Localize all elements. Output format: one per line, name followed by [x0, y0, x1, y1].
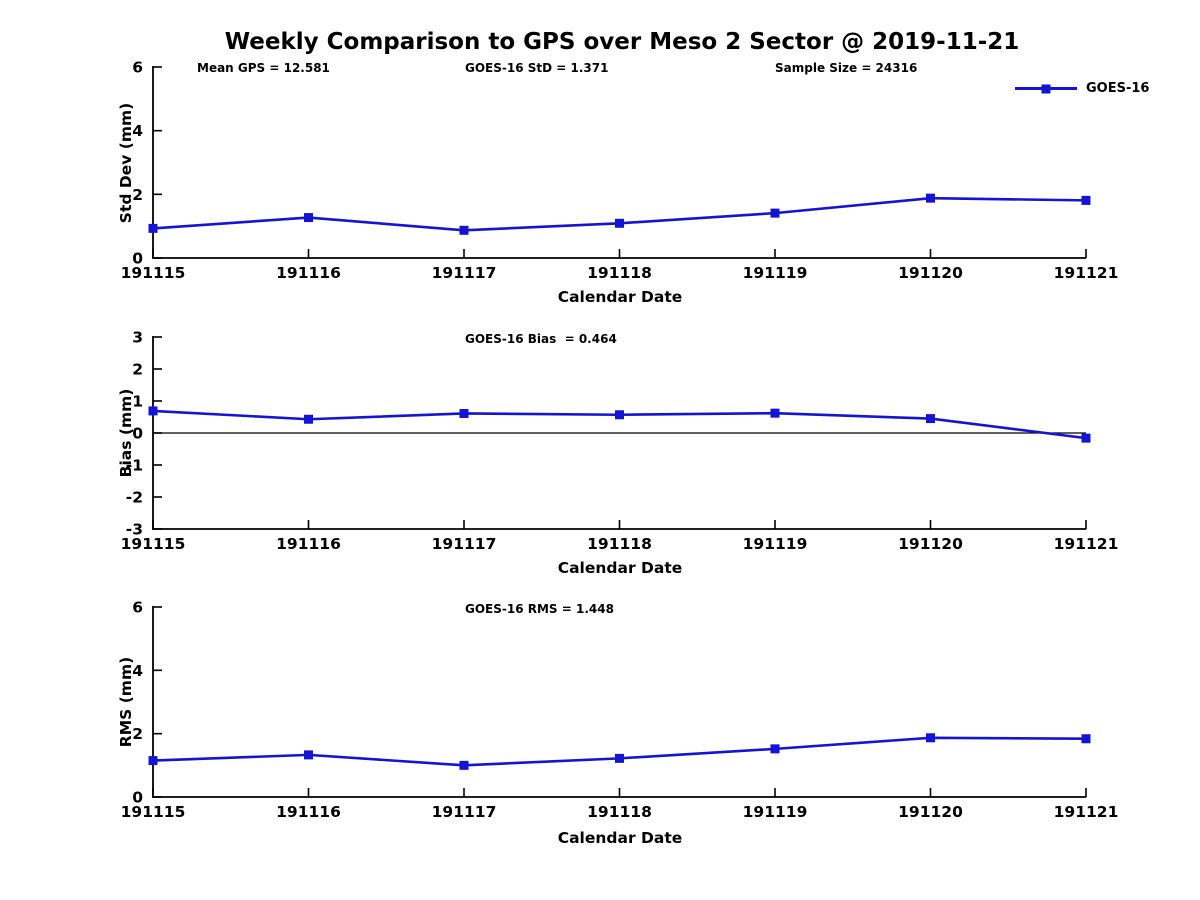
- data-point-marker: [148, 406, 158, 416]
- xlabel-calendar-date-top: Calendar Date: [557, 288, 683, 306]
- y-tick-label: -1: [126, 457, 143, 475]
- subplot-std-dev-vs-date: 0 2 4 6 191115 191116 191117 191118 191119 191120…: [121, 59, 1119, 283]
- x-tick-label: 191119: [743, 535, 808, 553]
- x-tick-label: 191121: [1054, 535, 1119, 553]
- x-tick-label: 191116: [276, 264, 341, 282]
- data-point-marker: [148, 756, 158, 766]
- data-point-marker: [459, 760, 469, 770]
- data-point-marker: [615, 218, 624, 228]
- data-point-marker: [926, 193, 935, 203]
- y-tick-label: 0: [132, 250, 143, 268]
- y-tick-label: 0: [132, 425, 143, 443]
- annotation-goes16-bias: GOES-16 Bias = 0.464: [465, 332, 617, 346]
- y-tick-label: 2: [132, 725, 143, 743]
- x-tick-label: 191115: [121, 535, 186, 553]
- data-point-marker: [304, 750, 313, 760]
- x-tick-label: 191121: [1054, 803, 1119, 821]
- x-tick-label: 191117: [432, 535, 497, 553]
- data-point-marker: [926, 414, 935, 424]
- x-tick-label: 191115: [121, 264, 186, 282]
- subplot-rms-vs-date: 0 2 4 6 191115 191116 191117 191118 191119 191120…: [121, 599, 1119, 822]
- data-point-marker: [615, 753, 624, 763]
- x-tick-label: 191117: [432, 803, 497, 821]
- x-tick-label: 191117: [432, 264, 497, 282]
- legend-line-sample: [1015, 84, 1077, 93]
- data-point-marker: [304, 414, 313, 424]
- data-point-marker: [1081, 734, 1091, 744]
- x-tick-label: 191116: [276, 535, 341, 553]
- y-tick-label: -3: [126, 521, 143, 539]
- data-point-marker: [459, 408, 469, 418]
- x-tick-label: 191118: [587, 264, 652, 282]
- x-tick-label: 191120: [898, 535, 963, 553]
- legend-square-marker-icon: [1041, 84, 1051, 93]
- annotation-goes16-std: GOES-16 StD = 1.371: [465, 61, 609, 75]
- x-tick-label: 191119: [743, 264, 808, 282]
- y-tick-label: -2: [126, 489, 143, 507]
- annotation-mean-gps: Mean GPS = 12.581: [197, 61, 330, 75]
- x-tick-label: 191121: [1054, 264, 1119, 282]
- data-point-marker: [770, 208, 780, 218]
- data-point-marker: [148, 223, 158, 233]
- legend: GOES-16: [1015, 81, 1149, 96]
- y-tick-label: 3: [132, 329, 143, 347]
- data-point-marker: [1081, 195, 1091, 205]
- x-tick-label: 191120: [898, 803, 963, 821]
- x-tick-label: 191118: [587, 803, 652, 821]
- data-point-marker: [926, 733, 935, 743]
- y-tick-label: 6: [132, 599, 143, 617]
- y-tick-label: 2: [132, 186, 143, 204]
- y-tick-label: 0: [132, 789, 143, 807]
- data-point-marker: [459, 225, 469, 235]
- data-point-marker: [304, 213, 313, 223]
- subplot-bias-vs-date: -3 -2 -1 0 1 2 3 191115 191116 191117 191118 191119…: [121, 329, 1119, 554]
- x-tick-label: 191119: [743, 803, 808, 821]
- x-tick-label: 191120: [898, 264, 963, 282]
- xlabel-calendar-date-middle: Calendar Date: [557, 559, 683, 577]
- y-tick-label: 6: [132, 59, 143, 77]
- annotation-goes16-rms: GOES-16 RMS = 1.448: [465, 602, 614, 616]
- x-tick-label: 191116: [276, 803, 341, 821]
- y-tick-label: 4: [132, 662, 143, 680]
- data-point-marker: [770, 744, 780, 754]
- y-tick-label: 2: [132, 361, 143, 379]
- x-tick-label: 191115: [121, 803, 186, 821]
- data-point-marker: [615, 410, 624, 420]
- y-tick-label: 4: [132, 122, 143, 140]
- legend-label: GOES-16: [1086, 81, 1150, 96]
- x-tick-label: 191118: [587, 535, 652, 553]
- data-point-marker: [770, 408, 780, 418]
- data-point-marker: [1081, 433, 1091, 443]
- annotation-sample-size: Sample Size = 24316: [775, 61, 918, 75]
- figure-title: Weekly Comparison to GPS over Meso 2 Sec…: [224, 29, 1020, 55]
- y-tick-label: 1: [132, 393, 143, 411]
- xlabel-calendar-date-bottom: Calendar Date: [557, 829, 683, 847]
